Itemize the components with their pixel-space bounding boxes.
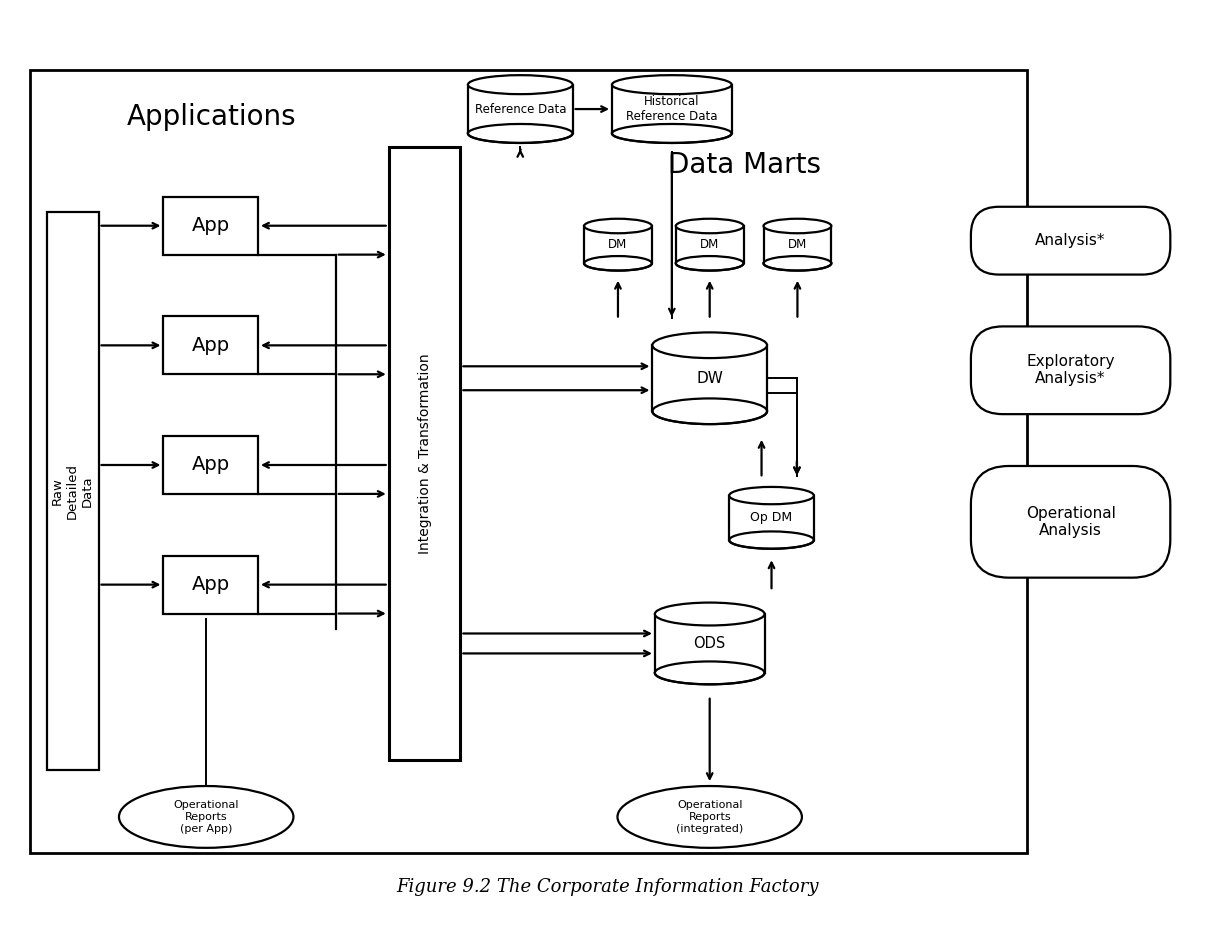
- Bar: [389, 147, 461, 760]
- Ellipse shape: [119, 786, 293, 848]
- Bar: [163, 436, 258, 494]
- Bar: [163, 317, 258, 374]
- Ellipse shape: [584, 257, 652, 270]
- Text: App: App: [192, 216, 230, 235]
- Text: Applications: Applications: [126, 103, 295, 131]
- Text: App: App: [192, 575, 230, 594]
- Bar: [730, 495, 814, 540]
- Text: Analysis*: Analysis*: [1035, 233, 1105, 248]
- FancyBboxPatch shape: [970, 326, 1170, 414]
- Text: ODS: ODS: [693, 636, 726, 651]
- Text: Integration & Transformation: Integration & Transformation: [417, 353, 432, 554]
- Text: App: App: [192, 336, 230, 355]
- FancyBboxPatch shape: [970, 206, 1170, 275]
- Text: Op DM: Op DM: [750, 511, 793, 524]
- FancyBboxPatch shape: [970, 466, 1170, 578]
- Text: App: App: [192, 456, 230, 474]
- Text: Operational
Reports
(per App): Operational Reports (per App): [174, 800, 240, 833]
- Ellipse shape: [468, 124, 573, 143]
- Bar: [655, 614, 765, 673]
- Ellipse shape: [655, 603, 765, 625]
- Text: Historical
Reference Data: Historical Reference Data: [626, 95, 717, 123]
- Ellipse shape: [612, 75, 732, 94]
- Bar: [29, 70, 1026, 853]
- Ellipse shape: [730, 487, 814, 505]
- Text: DM: DM: [608, 238, 627, 251]
- Text: Operational
Reports
(integrated): Operational Reports (integrated): [676, 800, 743, 833]
- Ellipse shape: [584, 219, 652, 233]
- Text: DM: DM: [788, 238, 807, 251]
- Bar: [468, 84, 573, 133]
- Ellipse shape: [652, 398, 767, 424]
- Bar: [163, 556, 258, 614]
- Ellipse shape: [612, 124, 732, 143]
- Text: Exploratory
Analysis*: Exploratory Analysis*: [1026, 354, 1115, 386]
- Text: Figure 9.2 The Corporate Information Factory: Figure 9.2 The Corporate Information Fac…: [396, 878, 820, 895]
- Ellipse shape: [676, 257, 744, 270]
- Ellipse shape: [764, 257, 832, 270]
- Text: Data Marts: Data Marts: [668, 151, 821, 179]
- Bar: [764, 226, 832, 263]
- Bar: [163, 197, 258, 255]
- Text: Reference Data: Reference Data: [474, 103, 565, 116]
- Bar: [652, 345, 767, 411]
- Bar: [612, 84, 732, 133]
- Text: Operational
Analysis: Operational Analysis: [1025, 506, 1115, 538]
- Text: DW: DW: [697, 370, 724, 386]
- Bar: [676, 226, 744, 263]
- Ellipse shape: [676, 219, 744, 233]
- Text: DM: DM: [700, 238, 720, 251]
- Ellipse shape: [764, 219, 832, 233]
- Bar: [46, 212, 98, 770]
- Bar: [584, 226, 652, 263]
- Ellipse shape: [730, 532, 814, 549]
- Ellipse shape: [468, 75, 573, 94]
- Ellipse shape: [652, 332, 767, 358]
- Text: Raw
Detailed
Data: Raw Detailed Data: [51, 463, 94, 519]
- Ellipse shape: [618, 786, 801, 848]
- Ellipse shape: [655, 661, 765, 684]
